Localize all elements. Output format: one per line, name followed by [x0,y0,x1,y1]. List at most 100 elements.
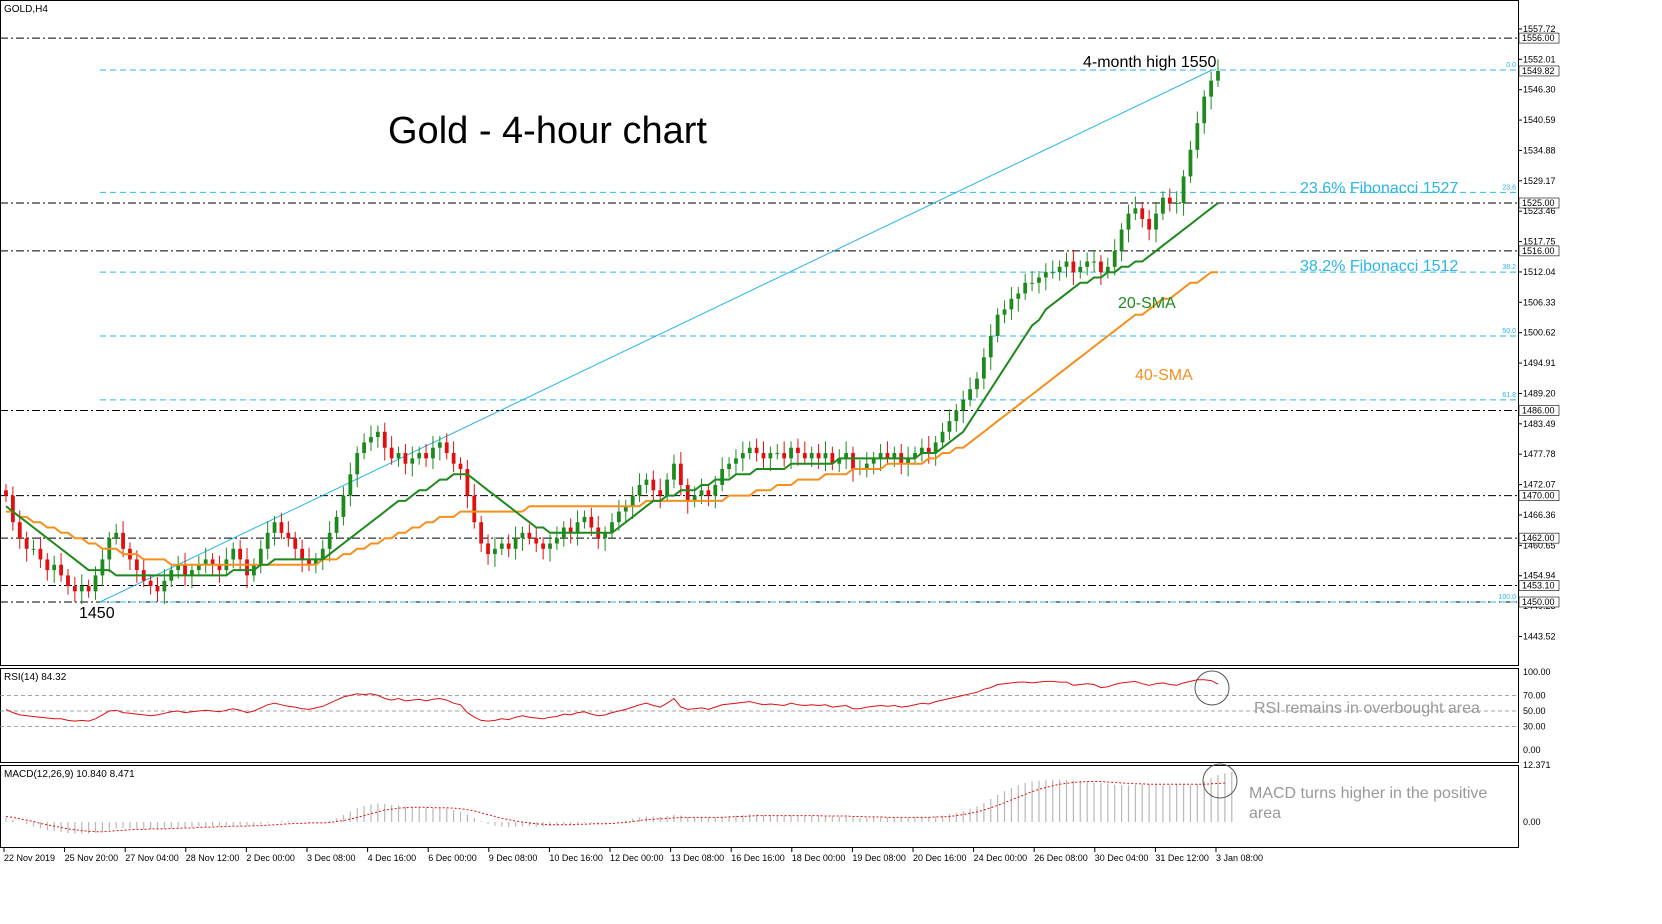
candle-body [479,522,484,544]
time-axis: 22 Nov 2019 25 Nov 20:00 27 Nov 04:00 28 No… [3,848,1263,863]
candle-body [844,453,849,459]
price-tag-box [1518,532,1560,544]
candle-body [417,453,422,459]
candle-body [913,453,917,459]
macd-pane [0,765,1519,848]
candle-body [114,532,119,539]
candle-body [506,543,511,549]
candle-body [796,447,800,454]
rsi-highlight-circle [1194,670,1230,706]
candle-body [66,575,70,587]
candle-body [616,511,621,523]
candle-body [775,453,780,455]
candle-body [183,564,187,576]
candle-body [493,548,497,555]
time-tick-label: 10 Dec 16:00 [549,853,603,863]
candle-body [320,548,325,560]
candle-body [1140,208,1145,219]
price-tag-label: 1462.00 [1522,533,1555,543]
fib-level-label: 50.0 [1502,328,1516,335]
candle-body [685,484,690,501]
candle-body [885,453,890,459]
time-tick-label: 9 Dec 08:00 [489,853,538,863]
price-tag-label: 1556.00 [1522,33,1555,43]
candle-body [589,516,594,528]
candle-body [203,559,208,565]
candle-body [575,522,580,533]
price-tag-box [1518,405,1560,416]
candle-body [1057,266,1062,273]
price-tick-label: 1489.20 [1523,388,1556,398]
price-tag-label: 1486.00 [1522,405,1555,415]
candle-body [38,548,43,560]
candle-body [548,543,552,549]
time-tick-label: 13 Dec 08:00 [671,853,725,863]
candle-body [162,580,167,592]
candle-body [176,564,181,571]
candle-body [1119,229,1124,251]
candle-body [789,447,793,459]
time-tick-label: 28 Nov 12:00 [186,853,240,863]
candle-body [100,559,105,576]
candle-body [72,586,77,592]
fib-level-label: 23.6 [1502,184,1516,191]
candle-body [1147,218,1152,230]
rsi-note: RSI remains in overbought area [1254,700,1480,717]
candle-body [348,474,353,496]
candle-body [369,437,373,443]
candle-body [486,543,490,555]
rsi-tick-label: 30.00 [1523,722,1546,732]
candle-body [892,453,897,459]
time-tick-label: 2 Dec 00:00 [246,853,295,863]
candle-body [300,548,305,560]
price-tick-label: 1477.78 [1523,449,1556,459]
candle-body [31,548,36,550]
candle-body [1002,309,1007,315]
time-tick-label: 3 Dec 08:00 [307,853,356,863]
price-tag-box [1518,245,1560,257]
candle-body [148,580,153,587]
candle-body [1078,266,1083,273]
price-tag-box [1518,197,1560,209]
price-tick-label: 1552.01 [1523,54,1556,64]
macd-highlight-circle [1202,763,1238,799]
price-tick-label: 1517.75 [1523,237,1556,247]
price-tick-label: 1460.65 [1523,540,1556,550]
candle-body [665,479,669,496]
rsi-tick-label: 0.00 [1523,745,1541,755]
candle-body [720,469,725,485]
price-axis: 1557.72 1552.01 1546.30 1540.59 1534.88 1529.… [1518,24,1560,641]
candle-body [906,458,911,464]
candle-body [1105,266,1110,273]
candle-body [286,532,291,539]
price-tag-label: 1470.00 [1522,491,1555,501]
time-tick-label: 19 Dec 08:00 [852,853,906,863]
macd-note-line2: area [1249,805,1281,822]
candle-body [1216,70,1220,81]
price-tag-box [1518,596,1560,608]
candle-body [313,559,318,565]
fib-level-label: 100.0 [1498,594,1516,601]
candle-body [327,532,332,549]
candle-body [988,336,993,358]
candle-body [713,484,718,496]
candle-body [968,389,972,400]
time-tick-label: 26 Dec 08:00 [1034,853,1088,863]
candle-body [245,559,249,576]
price-tag-label: 1450.00 [1522,597,1555,607]
candle-body [499,543,504,549]
rsi-pane [0,668,1519,763]
candle-body [265,532,270,549]
candle-body [802,453,807,459]
candle-body [24,538,29,549]
rsi-tick-label: 70.00 [1523,690,1546,700]
candle-body [1030,282,1034,284]
price-tick-label: 1523.46 [1523,206,1556,216]
price-tick-label: 1466.36 [1523,510,1556,520]
rsi-header: RSI(14) 84.32 [4,672,67,683]
candle-body [878,453,883,459]
candle-body [1209,80,1214,97]
price-tag-label: 1516.00 [1522,246,1555,256]
candle-body [940,431,945,443]
high-annotation: 4-month high 1550 [1083,54,1217,71]
